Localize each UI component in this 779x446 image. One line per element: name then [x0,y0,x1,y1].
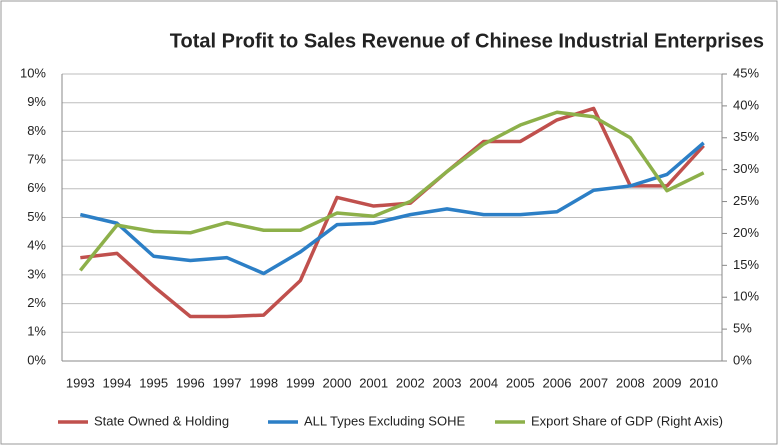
x-tick-label: 1997 [213,375,242,390]
y2-tick-label: 30% [733,161,759,176]
y-tick-label: 6% [27,180,46,195]
y2-tick-label: 10% [733,289,759,304]
line-series [79,141,705,276]
y2-tick-label: 20% [733,225,759,240]
x-tick-label: 1999 [286,375,315,390]
y-tick-label: 10% [20,65,46,80]
x-tick-label: 2005 [506,375,535,390]
legend-label: ALL Types Excluding SOHE [304,413,465,428]
y-tick-label: 9% [27,94,46,109]
y2-tick-label: 25% [733,193,759,208]
y-tick-label: 7% [27,152,46,167]
x-tick-label: 2001 [359,375,388,390]
y-tick-label: 5% [27,209,46,224]
x-tick-label: 2003 [433,375,462,390]
line-series [78,110,705,272]
y2-tick-label: 0% [733,352,752,367]
y-tick-label: 0% [27,352,46,367]
y2-tick-label: 5% [733,321,752,336]
legend-label: State Owned & Holding [94,413,229,428]
x-tick-label: 1998 [249,375,278,390]
x-tick-label: 2004 [469,375,498,390]
x-tick-label: 2002 [396,375,425,390]
y-tick-label: 1% [27,324,46,339]
x-tick-label: 2007 [579,375,608,390]
legend-label: Export Share of GDP (Right Axis) [531,413,723,428]
y-tick-label: 2% [27,295,46,310]
y-tick-label: 8% [27,123,46,138]
y2-tick-label: 45% [733,65,759,80]
y-tick-label: 3% [27,266,46,281]
x-tick-label: 2006 [543,375,572,390]
x-tick-label: 2010 [689,375,718,390]
x-tick-label: 2008 [616,375,645,390]
y2-tick-label: 35% [733,129,759,144]
y-tick-label: 4% [27,238,46,253]
y2-tick-label: 15% [733,257,759,272]
chart-title: Total Profit to Sales Revenue of Chinese… [170,30,764,52]
y2-tick-label: 40% [733,97,759,112]
x-tick-label: 1996 [176,375,205,390]
x-tick-label: 1993 [66,375,95,390]
x-tick-label: 2009 [653,375,682,390]
x-tick-label: 1995 [139,375,168,390]
x-tick-label: 1994 [103,375,132,390]
x-tick-label: 2000 [323,375,352,390]
